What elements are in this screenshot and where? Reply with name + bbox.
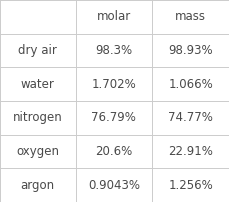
Text: 1.066%: 1.066% [168,78,213,91]
Text: 98.3%: 98.3% [95,44,133,57]
Text: 98.93%: 98.93% [168,44,213,57]
Text: 22.91%: 22.91% [168,145,213,158]
Text: nitrogen: nitrogen [13,111,63,124]
Text: 1.256%: 1.256% [168,179,213,192]
Text: 1.702%: 1.702% [92,78,136,91]
Text: 74.77%: 74.77% [168,111,213,124]
Text: dry air: dry air [18,44,57,57]
Text: water: water [21,78,55,91]
Text: oxygen: oxygen [16,145,59,158]
Text: 0.9043%: 0.9043% [88,179,140,192]
Text: molar: molar [97,10,131,23]
Text: 20.6%: 20.6% [95,145,133,158]
Text: argon: argon [21,179,55,192]
Text: 76.79%: 76.79% [92,111,136,124]
Text: mass: mass [175,10,206,23]
